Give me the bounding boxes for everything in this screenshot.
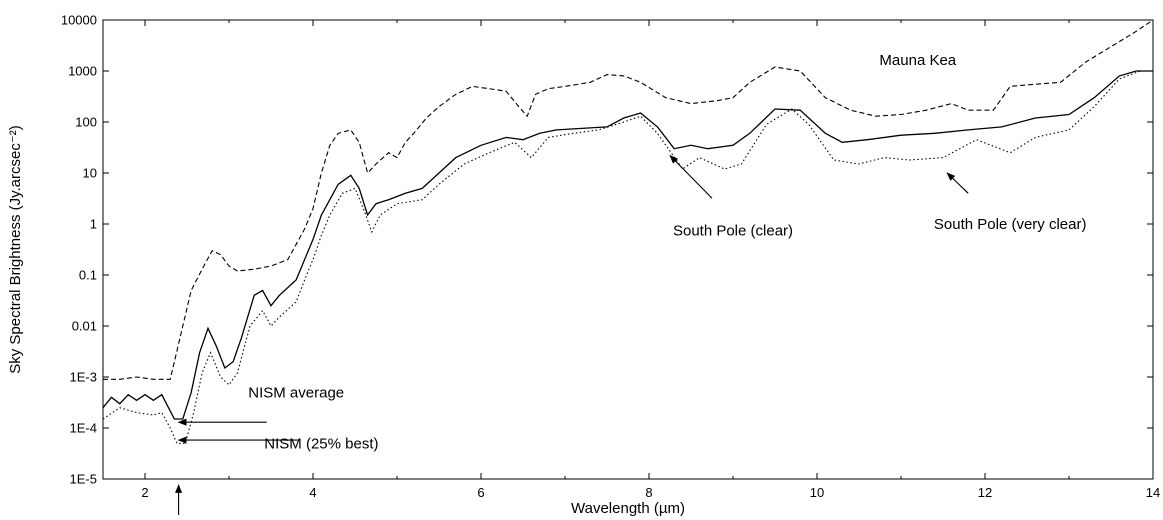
annotation-south-pole-clear: South Pole (clear): [673, 222, 793, 239]
y-tick-label: 1: [90, 217, 97, 232]
annotations: Mauna Kea South Pole (clear) South Pole (v…: [175, 52, 1087, 515]
y-tick-label: 1E-3: [70, 370, 97, 385]
annotation-nism-average: NISM average: [248, 384, 344, 401]
y-tick-label: 1E-5: [70, 472, 97, 487]
x-tick-label: 2: [141, 485, 148, 500]
annotation-nism-25-best: NISM (25% best): [264, 435, 378, 452]
x-tick-label: 14: [1146, 485, 1160, 500]
x-tick-label: 6: [477, 485, 484, 500]
y-tick-label: 100: [75, 115, 97, 130]
x-tick-label: 4: [309, 485, 316, 500]
annotation-mauna-kea: Mauna Kea: [879, 52, 956, 69]
y-axis: 1E-5 1E-4 1E-3 0.01 0.1 1 10 100 1000 10000: [61, 13, 1153, 487]
x-axis-title: Wavelength (µm): [571, 500, 685, 517]
x-tick-label: 12: [978, 485, 992, 500]
y-tick-label: 10000: [61, 13, 97, 28]
y-tick-label: 1E-4: [70, 421, 97, 436]
y-axis-title: Sky Spectral Brightness (Jy.arcsec⁻²): [7, 125, 24, 374]
series-line-solid: [102, 70, 1153, 420]
x-axis: 2 4 6 8 10 12 14: [141, 20, 1160, 500]
annotation-arrow-south-pole-clear: [669, 154, 713, 199]
y-tick-label: 0.1: [79, 268, 97, 283]
plot-frame: [102, 19, 1154, 480]
y-tick-label: 10: [83, 166, 97, 181]
annotation-south-pole-very-clear: South Pole (very clear): [934, 216, 1087, 233]
series-line-dotted: [102, 70, 1153, 444]
x-tick-label: 8: [645, 485, 652, 500]
x-tick-label: 10: [810, 485, 824, 500]
y-tick-label: 0.01: [72, 319, 97, 334]
series-line-dashed: [103, 19, 1154, 380]
series-layer: [102, 19, 1154, 444]
y-tick-label: 1000: [68, 64, 97, 79]
annotation-arrow-south-pole-very-clear: [946, 172, 969, 194]
